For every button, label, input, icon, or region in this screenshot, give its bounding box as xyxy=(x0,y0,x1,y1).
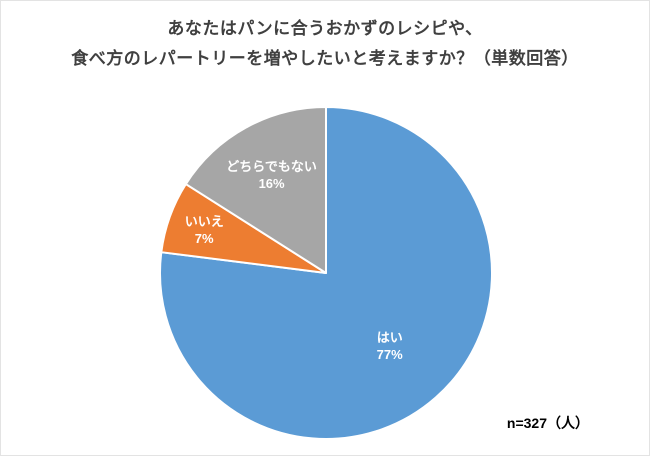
chart-title-line2: 食べ方のレパートリーを増やしたいと考えますか？（単数回答） xyxy=(71,49,579,68)
pie-slice-2 xyxy=(184,106,327,274)
slice-label-0: はい 77% xyxy=(377,330,403,362)
pie-slice-0 xyxy=(159,106,493,440)
sample-size-label: n=327（人） xyxy=(506,415,589,431)
slice-label-1: いいえ 7% xyxy=(185,214,224,246)
slice-label-2: どちらでもない 16% xyxy=(226,159,317,191)
chart-title: あなたはパンに合うおかずのレシピや、 食べ方のレパートリーを増やしたいと考えます… xyxy=(1,14,649,74)
chart-title-line1: あなたはパンに合うおかずのレシピや、 xyxy=(167,19,483,38)
